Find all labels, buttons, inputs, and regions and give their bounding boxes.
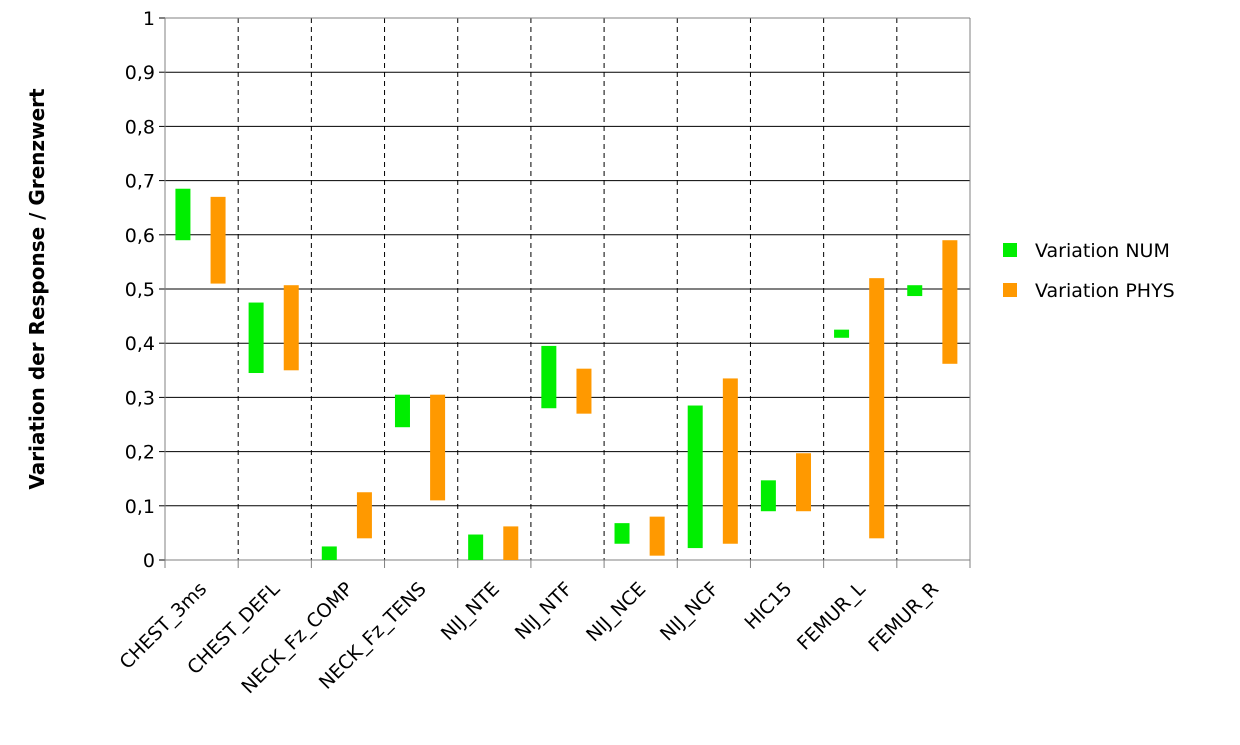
range-bar xyxy=(321,546,337,560)
range-bar xyxy=(869,278,885,539)
range-bar xyxy=(541,345,557,409)
y-tick-label: 0,2 xyxy=(125,442,155,464)
x-tick-label: NIJ_NTE xyxy=(437,578,504,645)
range-bar xyxy=(175,188,191,241)
range-bar xyxy=(907,285,923,297)
y-tick-label: 0,1 xyxy=(125,496,155,518)
range-bar xyxy=(649,516,665,556)
range-bar xyxy=(283,285,299,371)
y-tick-label: 0,5 xyxy=(125,279,155,301)
range-bar xyxy=(760,480,776,512)
y-tick-label: 0,4 xyxy=(125,333,155,355)
x-tick-label: FEMUR_R xyxy=(864,578,943,657)
y-axis-label: Variation der Response / Grenzwert xyxy=(25,88,49,490)
legend-label: Variation PHYS xyxy=(1035,280,1175,302)
y-tick-label: 0,8 xyxy=(125,116,155,138)
y-tick-label: 0,9 xyxy=(125,62,155,84)
range-bar xyxy=(468,534,484,560)
x-tick-label: FEMUR_L xyxy=(793,578,870,655)
range-bar xyxy=(942,240,958,364)
legend-swatch xyxy=(1003,283,1017,297)
range-bar xyxy=(796,453,812,512)
x-tick-label: NIJ_NCE xyxy=(582,578,650,646)
y-tick-label: 1 xyxy=(143,8,155,30)
range-bar xyxy=(687,405,703,549)
range-bar xyxy=(430,394,446,501)
legend-label: Variation NUM xyxy=(1035,240,1170,262)
x-tick-label: NIJ_NCF xyxy=(656,578,723,645)
range-bar xyxy=(614,523,630,544)
range-bar xyxy=(722,378,738,544)
range-bar xyxy=(210,196,226,284)
range-bar xyxy=(248,302,264,374)
range-bar xyxy=(576,368,592,414)
range-bar xyxy=(834,329,850,338)
y-tick-label: 0,7 xyxy=(125,171,155,193)
y-tick-label: 0 xyxy=(143,550,155,572)
range-bar xyxy=(394,394,410,428)
range-bar xyxy=(503,526,519,560)
y-tick-label: 0,3 xyxy=(125,387,155,409)
y-tick-label: 0,6 xyxy=(125,225,155,247)
x-tick-label: HIC15 xyxy=(740,578,796,634)
legend-swatch xyxy=(1003,243,1017,257)
x-tick-label: NIJ_NTF xyxy=(511,578,577,644)
range-bar xyxy=(356,492,372,539)
